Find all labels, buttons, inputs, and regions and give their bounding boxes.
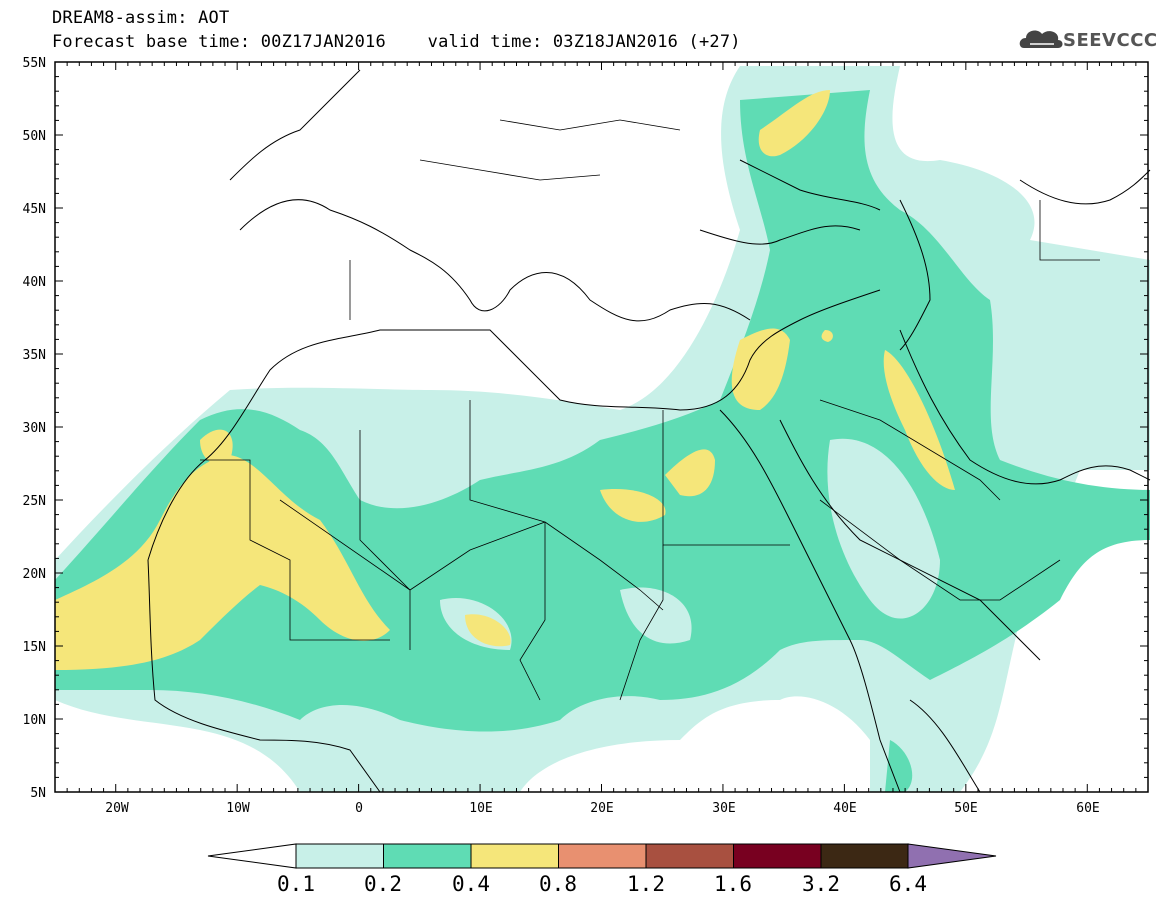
lon-tick-label: 10W <box>226 801 250 816</box>
colorbar-cell <box>383 843 472 869</box>
colorbar-cell <box>295 843 384 869</box>
lat-tick-label: 45N <box>23 202 46 217</box>
lon-tick-label: 20E <box>590 801 613 816</box>
colorbar-cell <box>733 843 822 869</box>
aot-band-0.4 <box>55 90 955 670</box>
colorbar-cells <box>295 843 909 869</box>
colorbar <box>207 843 997 869</box>
lon-tick-label: 0 <box>355 801 363 816</box>
colorbar-low-arrow <box>207 843 297 869</box>
map-title: DREAM8-assim: AOT <box>52 8 230 28</box>
lat-tick-label: 20N <box>23 567 46 582</box>
colorbar-label: 1.2 <box>627 872 665 896</box>
lat-tick-label: 25N <box>23 494 46 509</box>
aot-contours <box>55 66 1150 792</box>
colorbar-cell <box>820 843 909 869</box>
map-frame <box>54 61 1149 793</box>
coastlines <box>147 69 1151 793</box>
lat-tick-label: 55N <box>23 56 46 71</box>
colorbar-label: 0.4 <box>452 872 490 896</box>
borders <box>200 119 1100 701</box>
colorbar-cell <box>645 843 734 869</box>
lon-tick-label: 20W <box>105 801 129 816</box>
lat-tick-label: 10N <box>23 713 46 728</box>
lat-tick-label: 30N <box>23 421 46 436</box>
seevccc-logo <box>1019 30 1063 48</box>
lat-tick-label: 40N <box>23 275 46 290</box>
lat-tick-label: 15N <box>23 640 46 655</box>
lon-tick-label: 10E <box>469 801 492 816</box>
lon-tick-label: 50E <box>954 801 977 816</box>
colorbar-label: 3.2 <box>802 872 840 896</box>
lat-tick-label: 50N <box>23 129 46 144</box>
colorbar-label: 1.6 <box>714 872 752 896</box>
colorbar-label: 6.4 <box>889 872 927 896</box>
logo-text: SEEVCCC <box>1063 30 1158 51</box>
lat-tick-labels: 55N 50N 45N 40N 35N 30N 25N 20N 15N 10N … <box>23 56 46 801</box>
colorbar-label: 0.2 <box>364 872 402 896</box>
lon-tick-label: 60E <box>1076 801 1099 816</box>
lon-tick-labels: 20W 10W 0 10E 20E 30E 40E 50E 60E <box>105 801 1099 816</box>
lon-tick-label: 30E <box>712 801 735 816</box>
map-panel <box>54 61 1151 793</box>
colorbar-label: 0.8 <box>539 872 577 896</box>
colorbar-high-arrow <box>907 843 997 869</box>
lat-tick-label: 35N <box>23 348 46 363</box>
lat-tick-label: 5N <box>30 786 46 801</box>
lon-tick-label: 40E <box>833 801 856 816</box>
colorbar-label: 0.1 <box>277 872 315 896</box>
forecast-time-line: Forecast base time: 00Z17JAN2016 valid t… <box>52 32 741 52</box>
colorbar-cell <box>558 843 647 869</box>
colorbar-cell <box>470 843 559 869</box>
